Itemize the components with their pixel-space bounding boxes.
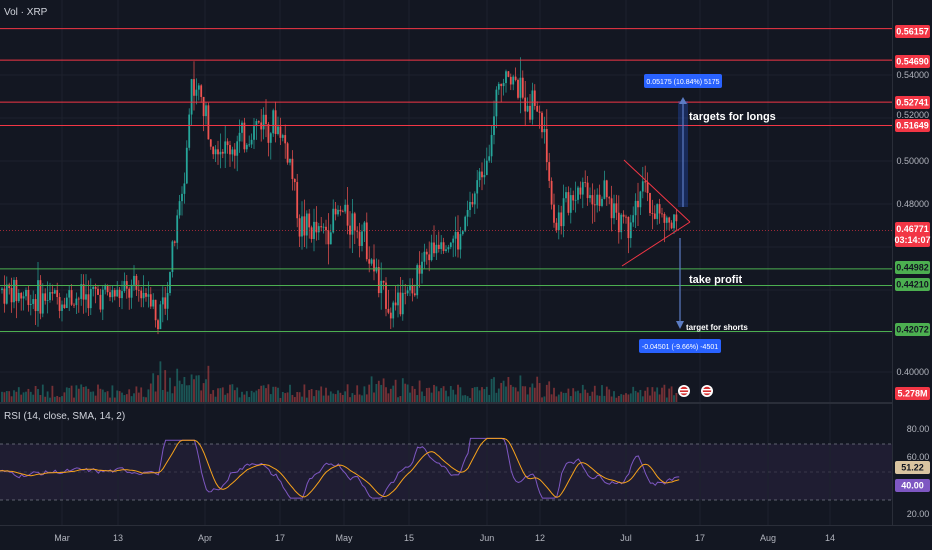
level-tag-text: 0.42072 xyxy=(896,325,929,335)
targets-longs-annotation[interactable]: targets for longs xyxy=(689,111,776,123)
candlesticks[interactable] xyxy=(1,57,678,335)
price-tick: 0.54000 xyxy=(896,70,929,80)
rsi-line[interactable] xyxy=(0,437,680,499)
short-measure-label: -0.04501 (-9.66%) -4501 xyxy=(642,344,718,351)
time-label: May xyxy=(335,533,353,543)
rsi-sma-tag[interactable] xyxy=(895,479,930,492)
level-tag[interactable] xyxy=(895,96,930,109)
horizontal-levels[interactable] xyxy=(0,28,892,332)
time-label: Aug xyxy=(760,533,776,543)
level-tag[interactable] xyxy=(895,119,930,132)
time-label: 14 xyxy=(825,533,835,543)
time-label: 17 xyxy=(275,533,285,543)
level-tag-text: 0.51649 xyxy=(896,121,929,131)
rsi-value-text: 51.22 xyxy=(901,463,924,473)
target-shorts-annotation[interactable]: target for shorts xyxy=(686,323,748,332)
price-tick: 0.48000 xyxy=(896,199,929,209)
level-tag[interactable] xyxy=(895,323,930,336)
level-tag[interactable] xyxy=(895,55,930,68)
take-profit-annotation[interactable]: take profit xyxy=(689,274,743,286)
long-measure-tool[interactable]: 0.05175 (10.84%) 5175 xyxy=(644,74,722,207)
time-label: Jun xyxy=(480,533,495,543)
rsi-indicator-label[interactable]: RSI (14, close, SMA, 14, 2) xyxy=(4,411,125,422)
volume-indicator-label[interactable]: Vol · XRP xyxy=(4,7,48,18)
time-label: Mar xyxy=(54,533,70,543)
price-tick: 0.52000 xyxy=(896,110,929,120)
volume-tag[interactable] xyxy=(895,387,930,400)
level-tag[interactable] xyxy=(895,25,930,38)
current-price-tag[interactable] xyxy=(895,222,930,247)
volume-tag-text: 5.278M xyxy=(897,389,927,399)
level-tag-text: 0.56157 xyxy=(896,27,929,37)
level-tag[interactable] xyxy=(895,278,930,291)
price-tick: 0.40000 xyxy=(896,367,929,377)
current-price-value: 0.46771 xyxy=(896,224,929,234)
short-measure-tool[interactable]: -0.04501 (-9.66%) -4501 xyxy=(639,238,721,353)
level-tag-text: 0.52741 xyxy=(896,98,929,108)
time-label: 15 xyxy=(404,533,414,543)
time-axis[interactable] xyxy=(0,525,932,550)
rsi-tick: 80.00 xyxy=(907,424,930,434)
event-flag-icon[interactable] xyxy=(701,385,713,397)
rsi-sma-line[interactable] xyxy=(0,437,680,498)
time-label: 13 xyxy=(113,533,123,543)
level-tag-text: 0.54690 xyxy=(896,57,929,67)
volume-bars xyxy=(1,361,678,402)
price-tick: 0.50000 xyxy=(896,156,929,166)
triangle-pattern[interactable] xyxy=(621,159,691,267)
time-label: 17 xyxy=(695,533,705,543)
time-label: Jul xyxy=(620,533,632,543)
event-flag-icon[interactable] xyxy=(678,385,690,397)
candle-countdown: 03:14:07 xyxy=(894,235,930,245)
long-measure-label-box xyxy=(644,74,722,88)
time-label: Apr xyxy=(198,533,212,543)
level-tag-text: 0.44982 xyxy=(896,263,929,273)
long-measure-label: 0.05175 (10.84%) 5175 xyxy=(646,79,719,86)
short-measure-label-box xyxy=(639,339,721,353)
rsi-tick: 60.00 xyxy=(907,452,930,462)
rsi-value-tag[interactable] xyxy=(895,461,930,474)
level-tag-text: 0.44210 xyxy=(896,280,929,290)
level-tag[interactable] xyxy=(895,261,930,274)
time-label: 12 xyxy=(535,533,545,543)
rsi-sma-text: 40.00 xyxy=(901,481,924,491)
rsi-tick: 20.00 xyxy=(907,509,930,519)
